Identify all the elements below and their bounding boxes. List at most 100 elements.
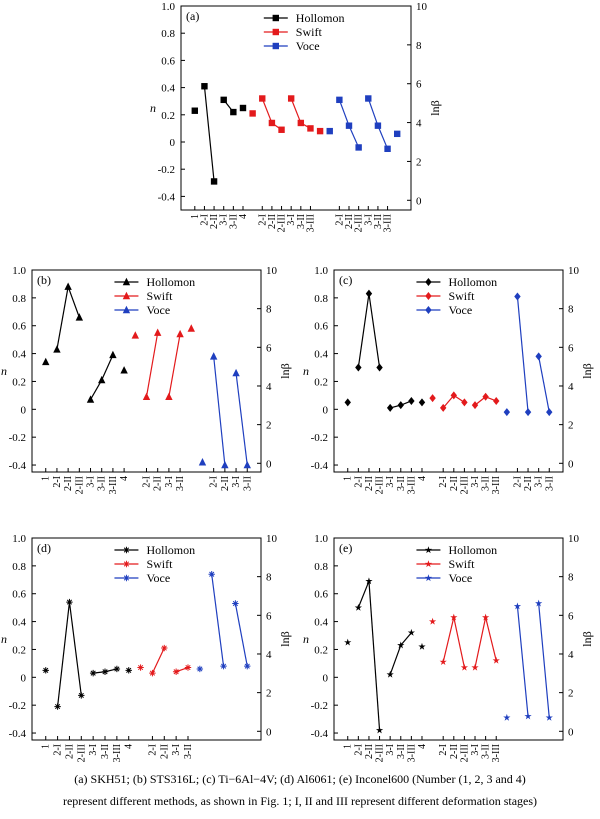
legend-marker	[424, 574, 433, 582]
data-point	[120, 366, 128, 374]
y-tick-label: -0.4	[158, 191, 176, 203]
data-point	[232, 368, 240, 377]
y-tick-label: 1.0	[12, 265, 26, 277]
data-point	[187, 324, 195, 332]
y-axis-label: n	[303, 632, 309, 646]
data-point	[513, 602, 522, 610]
y2-tick-label: 0	[568, 458, 574, 470]
legend-label: Swift	[448, 557, 475, 571]
series-line	[203, 86, 215, 182]
series-line	[68, 602, 82, 696]
y-tick-label: -0.4	[311, 460, 329, 472]
y2-tick-label: 4	[266, 381, 272, 393]
data-point	[221, 460, 229, 469]
y-tick-label: 0.2	[314, 376, 328, 388]
data-point	[408, 396, 415, 405]
data-point	[176, 329, 184, 338]
x-tick-label: 3-III	[491, 744, 502, 762]
data-point	[101, 668, 109, 675]
x-tick-label: 2-II	[364, 744, 375, 759]
data-point	[209, 352, 218, 360]
y-tick-label: 0.8	[314, 293, 328, 305]
series-line	[261, 98, 273, 124]
y2-axis-label: lnβ	[428, 100, 442, 115]
data-point	[165, 392, 173, 400]
plot-frame	[31, 537, 262, 741]
series-swift	[131, 324, 195, 400]
y-tick-label: 0.8	[161, 28, 175, 40]
series-hollomon	[344, 577, 426, 734]
data-point	[239, 104, 247, 112]
x-tick-label: 3-II	[97, 476, 108, 491]
x-tick-label: 3-II	[242, 476, 253, 491]
series-line	[485, 617, 497, 661]
x-tick-label: 3-I	[164, 476, 175, 488]
x-tick-label: 2-II	[344, 214, 355, 229]
data-point	[386, 670, 394, 678]
x-tick-label: 3-II	[373, 214, 384, 229]
data-point	[297, 119, 305, 127]
x-tick-label: 3-I	[385, 744, 396, 756]
legend-marker	[425, 278, 432, 286]
data-point	[407, 628, 415, 636]
legend-label: Hollomon	[448, 543, 497, 557]
legend-label: Hollomon	[146, 275, 195, 289]
x-tick-label: 3-II	[183, 744, 194, 759]
legend-label: Swift	[296, 25, 323, 39]
data-point	[42, 667, 49, 674]
data-point	[492, 656, 500, 664]
y2-tick-label: 0	[266, 458, 272, 470]
y-tick-label: -0.2	[311, 700, 328, 712]
legend-marker	[272, 28, 279, 36]
x-tick-label: 2-I	[438, 744, 449, 756]
data-point	[161, 644, 168, 652]
y2-tick-label: 6	[568, 342, 574, 354]
x-tick-label: 3-II	[296, 214, 307, 229]
data-point	[201, 83, 208, 90]
series-swift	[429, 391, 500, 412]
series-line	[389, 645, 402, 675]
y-tick-label: 0.2	[12, 376, 26, 388]
y2-tick-label: 6	[416, 79, 422, 91]
x-tick-label: 3-III	[305, 214, 316, 232]
x-tick-label: 2-III	[459, 744, 470, 762]
x-tick-label: 3-III	[406, 476, 417, 494]
y-tick-label: 0.2	[12, 644, 26, 656]
data-point	[471, 663, 479, 671]
y-tick-label: 0	[21, 404, 27, 416]
x-tick-label: 2-I	[199, 214, 210, 226]
y-tick-label: 0.2	[161, 110, 175, 122]
legend-marker	[425, 292, 432, 300]
series-line	[368, 581, 381, 731]
data-point	[125, 667, 132, 674]
y2-axis-label: lnβ	[580, 631, 594, 646]
x-tick-label: 3-I	[385, 476, 396, 488]
x-tick-label: 2-III	[459, 476, 470, 494]
data-point	[418, 642, 426, 650]
y-tick-label: 0.8	[12, 293, 26, 305]
series-line	[357, 580, 370, 608]
y2-axis-label: lnβ	[278, 631, 292, 646]
series-line	[234, 603, 248, 667]
y2-tick-label: 0	[416, 195, 422, 207]
series-swift	[249, 95, 324, 135]
x-tick-label: 2-III	[375, 744, 386, 762]
y2-tick-label: 2	[266, 420, 272, 432]
y-tick-label: -0.2	[158, 164, 175, 176]
x-tick-label: 3-II	[481, 476, 492, 491]
data-point	[244, 662, 251, 670]
series-line	[67, 286, 80, 318]
x-tick-label: 1	[343, 744, 354, 749]
series-line	[211, 574, 225, 667]
x-tick-label: 2-I	[52, 476, 63, 488]
series-line	[151, 647, 165, 674]
x-tick-label: 1	[41, 744, 52, 749]
series-line	[56, 602, 71, 707]
legend-label: Voce	[448, 303, 472, 317]
data-point	[394, 130, 401, 138]
x-tick-label: 2-II	[153, 476, 164, 491]
series-line	[101, 354, 114, 381]
x-tick-label: 2-II	[209, 214, 220, 229]
